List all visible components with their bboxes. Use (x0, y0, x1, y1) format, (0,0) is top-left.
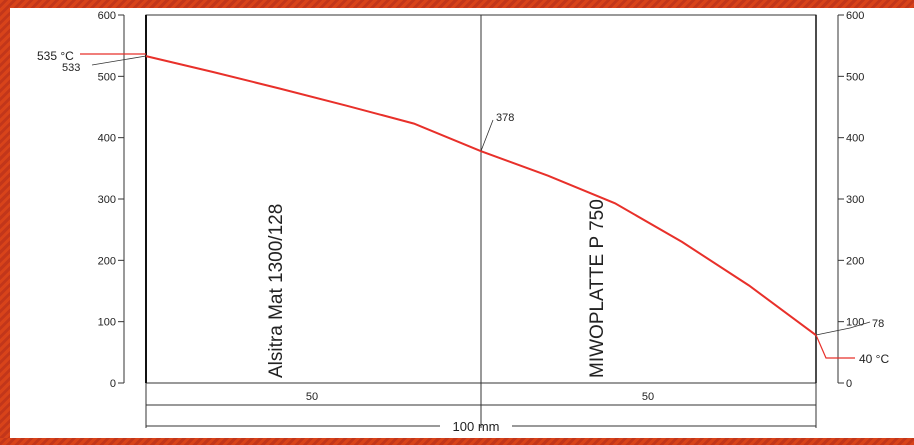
left-tick-label: 500 (98, 71, 116, 83)
right-tick-label: 100 (846, 317, 864, 329)
interface-value-label: 378 (496, 112, 514, 124)
thickness-dimensions (145, 383, 817, 428)
decorative-frame-bottom (0, 438, 914, 445)
total-thickness: 100 mm (453, 419, 500, 434)
layer2-thickness: 50 (642, 391, 654, 403)
left-tick-label: 200 (98, 255, 116, 267)
right-tick-label: 400 (846, 133, 864, 145)
layer1-thickness: 50 (306, 391, 318, 403)
layer-label-miwoplatte: MIWOPLATTE P 750 (587, 199, 608, 378)
hot-side-temp-label: 535 °C (37, 49, 74, 63)
left-tick-label: 300 (98, 194, 116, 206)
right-tick-label: 300 (846, 194, 864, 206)
left-tick-label: 0 (110, 378, 116, 390)
left-axis-ticks: 0 100 200 300 400 500 600 (98, 10, 124, 390)
right-tick-label: 600 (846, 10, 864, 22)
decorative-frame-left (0, 0, 10, 445)
decorative-frame-top (0, 0, 914, 8)
right-tick-label: 200 (846, 255, 864, 267)
cold-side-boundary-line (815, 334, 855, 359)
left-tick-label: 100 (98, 317, 116, 329)
right-tick-label: 0 (846, 378, 852, 390)
right-tick-label: 500 (846, 71, 864, 83)
ambient-temp-label: 40 °C (859, 352, 889, 366)
left-tick-label: 600 (98, 10, 116, 22)
temperature-profile-line (145, 55, 817, 337)
cold-surface-value-label: 78 (872, 318, 884, 330)
left-tick-label: 400 (98, 133, 116, 145)
leader-378 (480, 119, 494, 152)
right-axis-ticks: 0 100 200 300 400 500 600 (838, 10, 864, 390)
leader-533 (91, 55, 147, 66)
leader-78 (815, 327, 851, 336)
hot-surface-value-label: 533 (62, 62, 80, 74)
layer-label-alsitra: Alsitra Mat 1300/128 (266, 204, 287, 378)
